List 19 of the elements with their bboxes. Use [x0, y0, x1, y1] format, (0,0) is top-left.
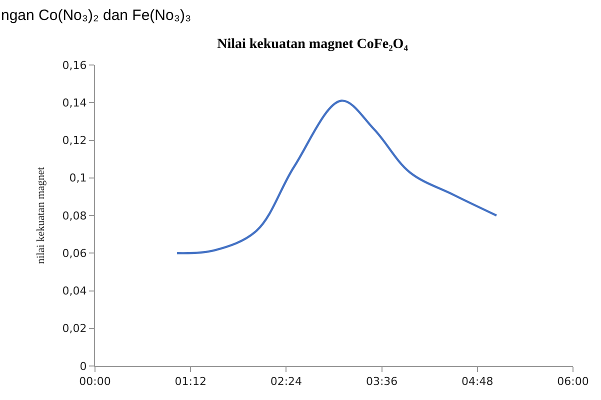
x-tick-label: 02:24 — [270, 375, 302, 388]
y-tick-label: 0,14 — [62, 96, 87, 110]
x-tick-label: 06:00 — [557, 375, 589, 388]
y-axis-title: nilai kekuatan magnet — [34, 166, 47, 264]
x-tick-label: 04:48 — [462, 375, 494, 388]
y-tick-label: 0,08 — [62, 209, 87, 222]
y-tick-label: 0,12 — [62, 134, 87, 148]
text: ngan Co(No₃)₂ dan Fe(No₃)₃ — [1, 7, 192, 24]
x-tick-label: 01:12 — [174, 375, 206, 388]
y-tick-label: 0,06 — [62, 246, 87, 260]
y-tick-label: 0,1 — [69, 172, 87, 185]
y-tick-label: 0 — [80, 360, 87, 373]
y-tick-label: 0,02 — [62, 322, 87, 336]
chart-title: Nilai kekuatan magnet CoFe₂O₄ — [217, 36, 409, 52]
x-tick-label: 00:00 — [79, 375, 111, 388]
y-tick-label: 0,16 — [62, 58, 87, 72]
x-tick-label: 03:36 — [366, 375, 398, 388]
line-series — [176, 100, 498, 254]
y-tick-label: 0,04 — [62, 284, 87, 298]
